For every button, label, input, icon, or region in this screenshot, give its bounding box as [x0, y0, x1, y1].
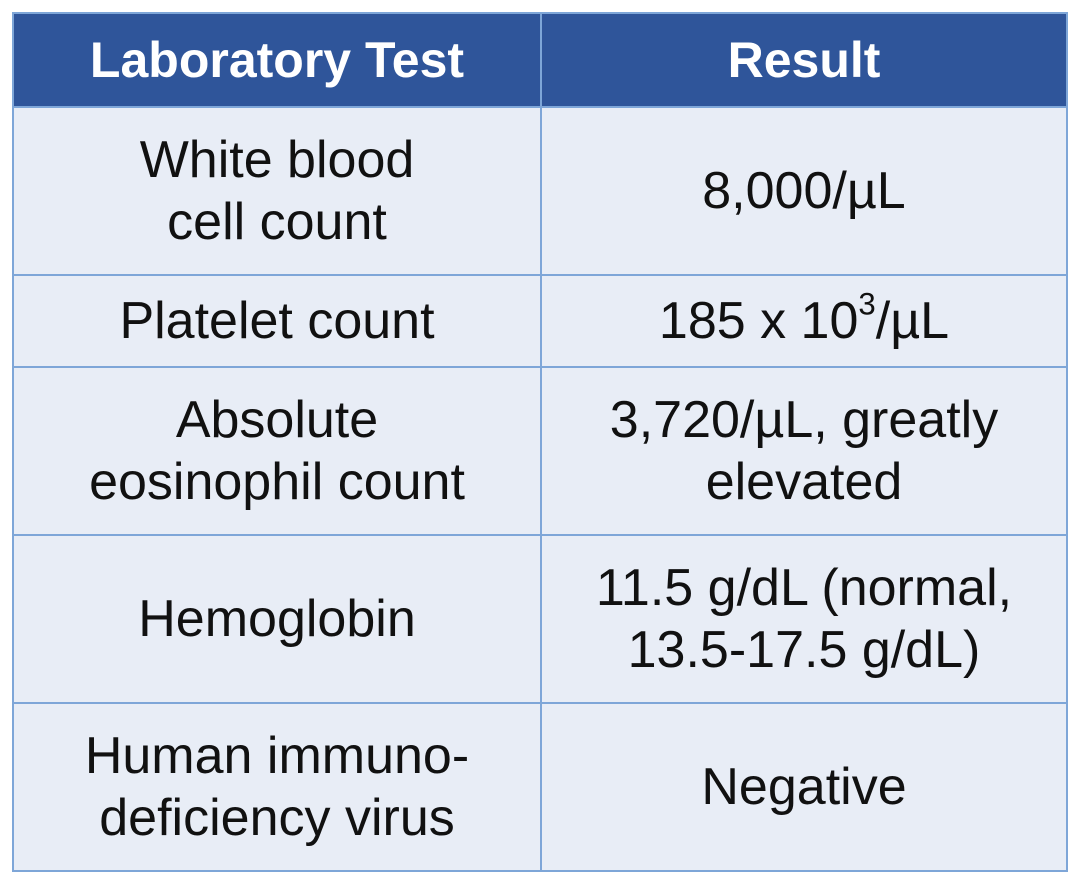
test-name-cell: Human immuno- deficiency virus [12, 702, 542, 872]
test-name-cell: Hemoglobin [12, 534, 542, 704]
test-name-line: cell count [167, 193, 387, 251]
result-cell: 8,000/µL [540, 106, 1068, 276]
result-line: 13.5-17.5 g/dL) [627, 621, 981, 679]
result-suffix: /µL [875, 291, 950, 350]
lab-results-table-wrapper: Laboratory Test Result White blood cell … [12, 12, 1068, 872]
test-name-line: Human immuno- [84, 726, 470, 785]
table-row-hemoglobin: Hemoglobin 11.5 g/dL (normal, 13.5-17.5 … [12, 534, 1068, 704]
table-row-white-blood-cell-count: White blood cell count 8,000/µL [12, 106, 1068, 276]
table-row-absolute-eosinophil-count: Absolute eosinophil count 3,720/µL, grea… [12, 366, 1068, 536]
result-prefix: 185 x 10 [658, 291, 859, 350]
result-line: Negative [701, 757, 907, 816]
result-line: 8,000/µL [702, 161, 906, 220]
result-line: elevated [705, 453, 903, 511]
test-name-line: Platelet count [119, 291, 435, 350]
result-line: 11.5 g/dL (normal, [595, 558, 1013, 617]
test-name-cell: White blood cell count [12, 106, 542, 276]
header-result: Result [540, 12, 1068, 108]
test-name-cell: Platelet count [12, 274, 542, 368]
header-row: Laboratory Test Result [12, 12, 1068, 108]
result-cell: 11.5 g/dL (normal, 13.5-17.5 g/dL) [540, 534, 1068, 704]
table-row-platelet-count: Platelet count 185 x 103/µL [12, 274, 1068, 368]
result-exponent: 3 [858, 286, 876, 322]
header-laboratory-test: Laboratory Test [12, 12, 542, 108]
result-cell: 3,720/µL, greatly elevated [540, 366, 1068, 536]
lab-results-table: Laboratory Test Result White blood cell … [12, 12, 1068, 872]
result-cell: Negative [540, 702, 1068, 872]
test-name-line: eosinophil count [89, 453, 465, 511]
test-name-line: Hemoglobin [138, 589, 416, 648]
test-name-line: Absolute [175, 390, 379, 449]
result-line: 3,720/µL, greatly [609, 390, 999, 449]
test-name-line: deficiency virus [99, 789, 455, 847]
result-cell: 185 x 103/µL [540, 274, 1068, 368]
table-row-hiv: Human immuno- deficiency virus Negative [12, 702, 1068, 872]
test-name-cell: Absolute eosinophil count [12, 366, 542, 536]
test-name-line: White blood [139, 130, 415, 189]
